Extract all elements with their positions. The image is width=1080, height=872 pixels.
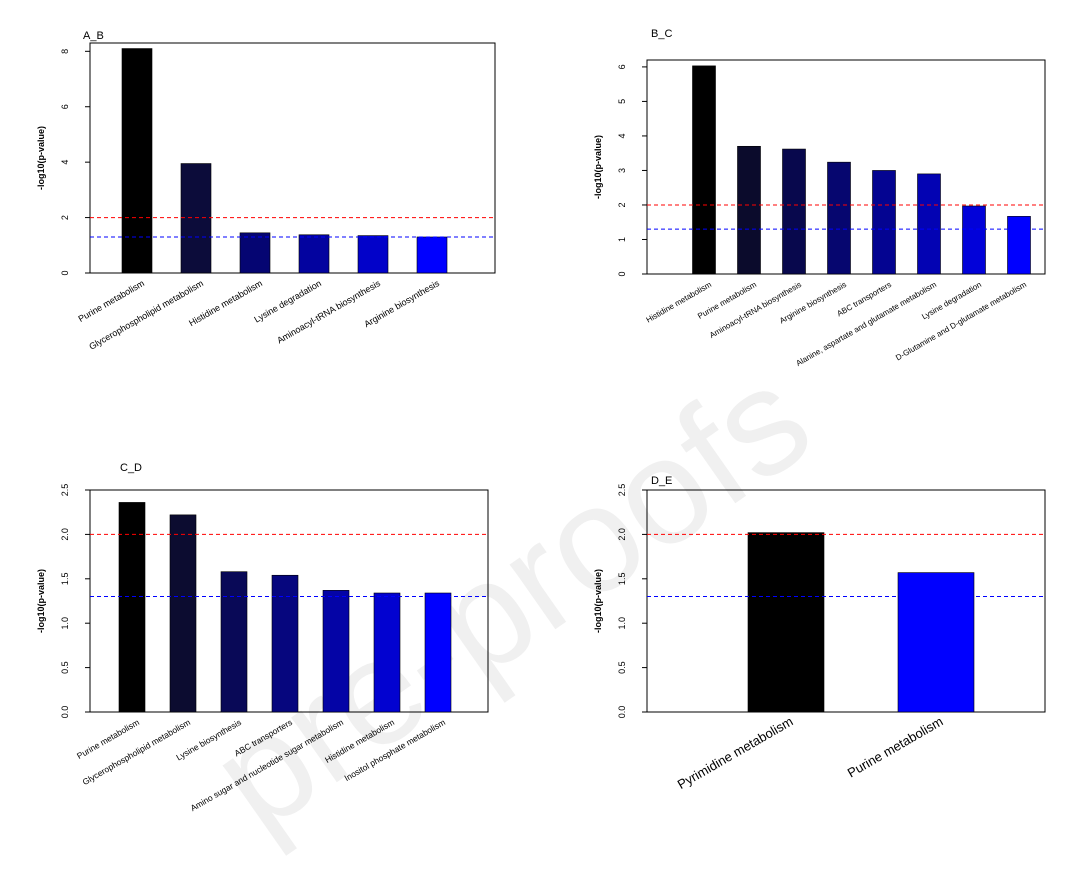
y-tick-label: 0.5 [60,661,70,674]
bar [180,163,212,274]
y-tick-label: 8 [60,49,70,54]
category-label: Glycerophospholipid metabolism [87,278,205,352]
y-tick-label: 2.0 [617,528,627,541]
y-tick-label: 1 [617,237,627,242]
y-tick-label: 0.0 [617,706,627,719]
chart-title: B_C [651,28,672,40]
bar [737,145,761,275]
bar [917,173,941,275]
bar [169,514,197,713]
bar [782,148,806,275]
y-tick-label: 0.5 [617,661,627,674]
category-label: Purine metabolism [845,714,946,781]
y-tick-label: 5 [617,99,627,104]
bar [271,574,299,713]
bar [872,170,896,275]
y-tick-label: 1.0 [60,617,70,630]
y-tick-label: 0 [60,270,70,275]
bar [1007,216,1031,275]
chart-title: D_E [651,475,672,487]
plot-frame [89,42,496,274]
bar [298,234,330,274]
bar [373,592,401,713]
y-tick-label: 1.0 [617,617,627,630]
chart-title: A_B [83,30,104,42]
category-label: Aminoacyl-tRNA biosynthesis [275,278,382,346]
chart-title: C_D [120,462,142,474]
y-tick-label: 6 [617,64,627,69]
bar [322,590,350,713]
y-tick-label: 2.5 [617,484,627,497]
y-tick-label: 6 [60,104,70,109]
bar [747,532,825,713]
y-tick-label: 2.0 [60,528,70,541]
bar [962,205,986,275]
y-axis-label: -log10(p-value) [593,569,603,633]
bar [118,502,146,713]
y-axis-label: -log10(p-value) [36,126,46,190]
y-tick-label: 2 [617,202,627,207]
y-tick-label: 4 [617,133,627,138]
y-axis-label: -log10(p-value) [593,135,603,199]
bar [827,161,851,275]
y-tick-label: 0.0 [60,706,70,719]
bar [121,48,153,274]
y-tick-label: 1.5 [617,573,627,586]
bar [416,236,448,274]
bar [357,235,389,274]
y-tick-label: 2 [60,215,70,220]
plot-frame [646,489,1046,713]
bar [424,592,452,713]
bar [692,65,716,275]
y-axis-label: -log10(p-value) [36,569,46,633]
y-tick-label: 1.5 [60,573,70,586]
bar [220,571,248,713]
category-label: Pyrimidine metabolism [675,714,796,792]
bar [897,572,975,713]
y-tick-label: 2.5 [60,484,70,497]
y-tick-label: 3 [617,168,627,173]
bar [239,232,271,274]
y-tick-label: 0 [617,271,627,276]
y-tick-label: 4 [60,160,70,165]
